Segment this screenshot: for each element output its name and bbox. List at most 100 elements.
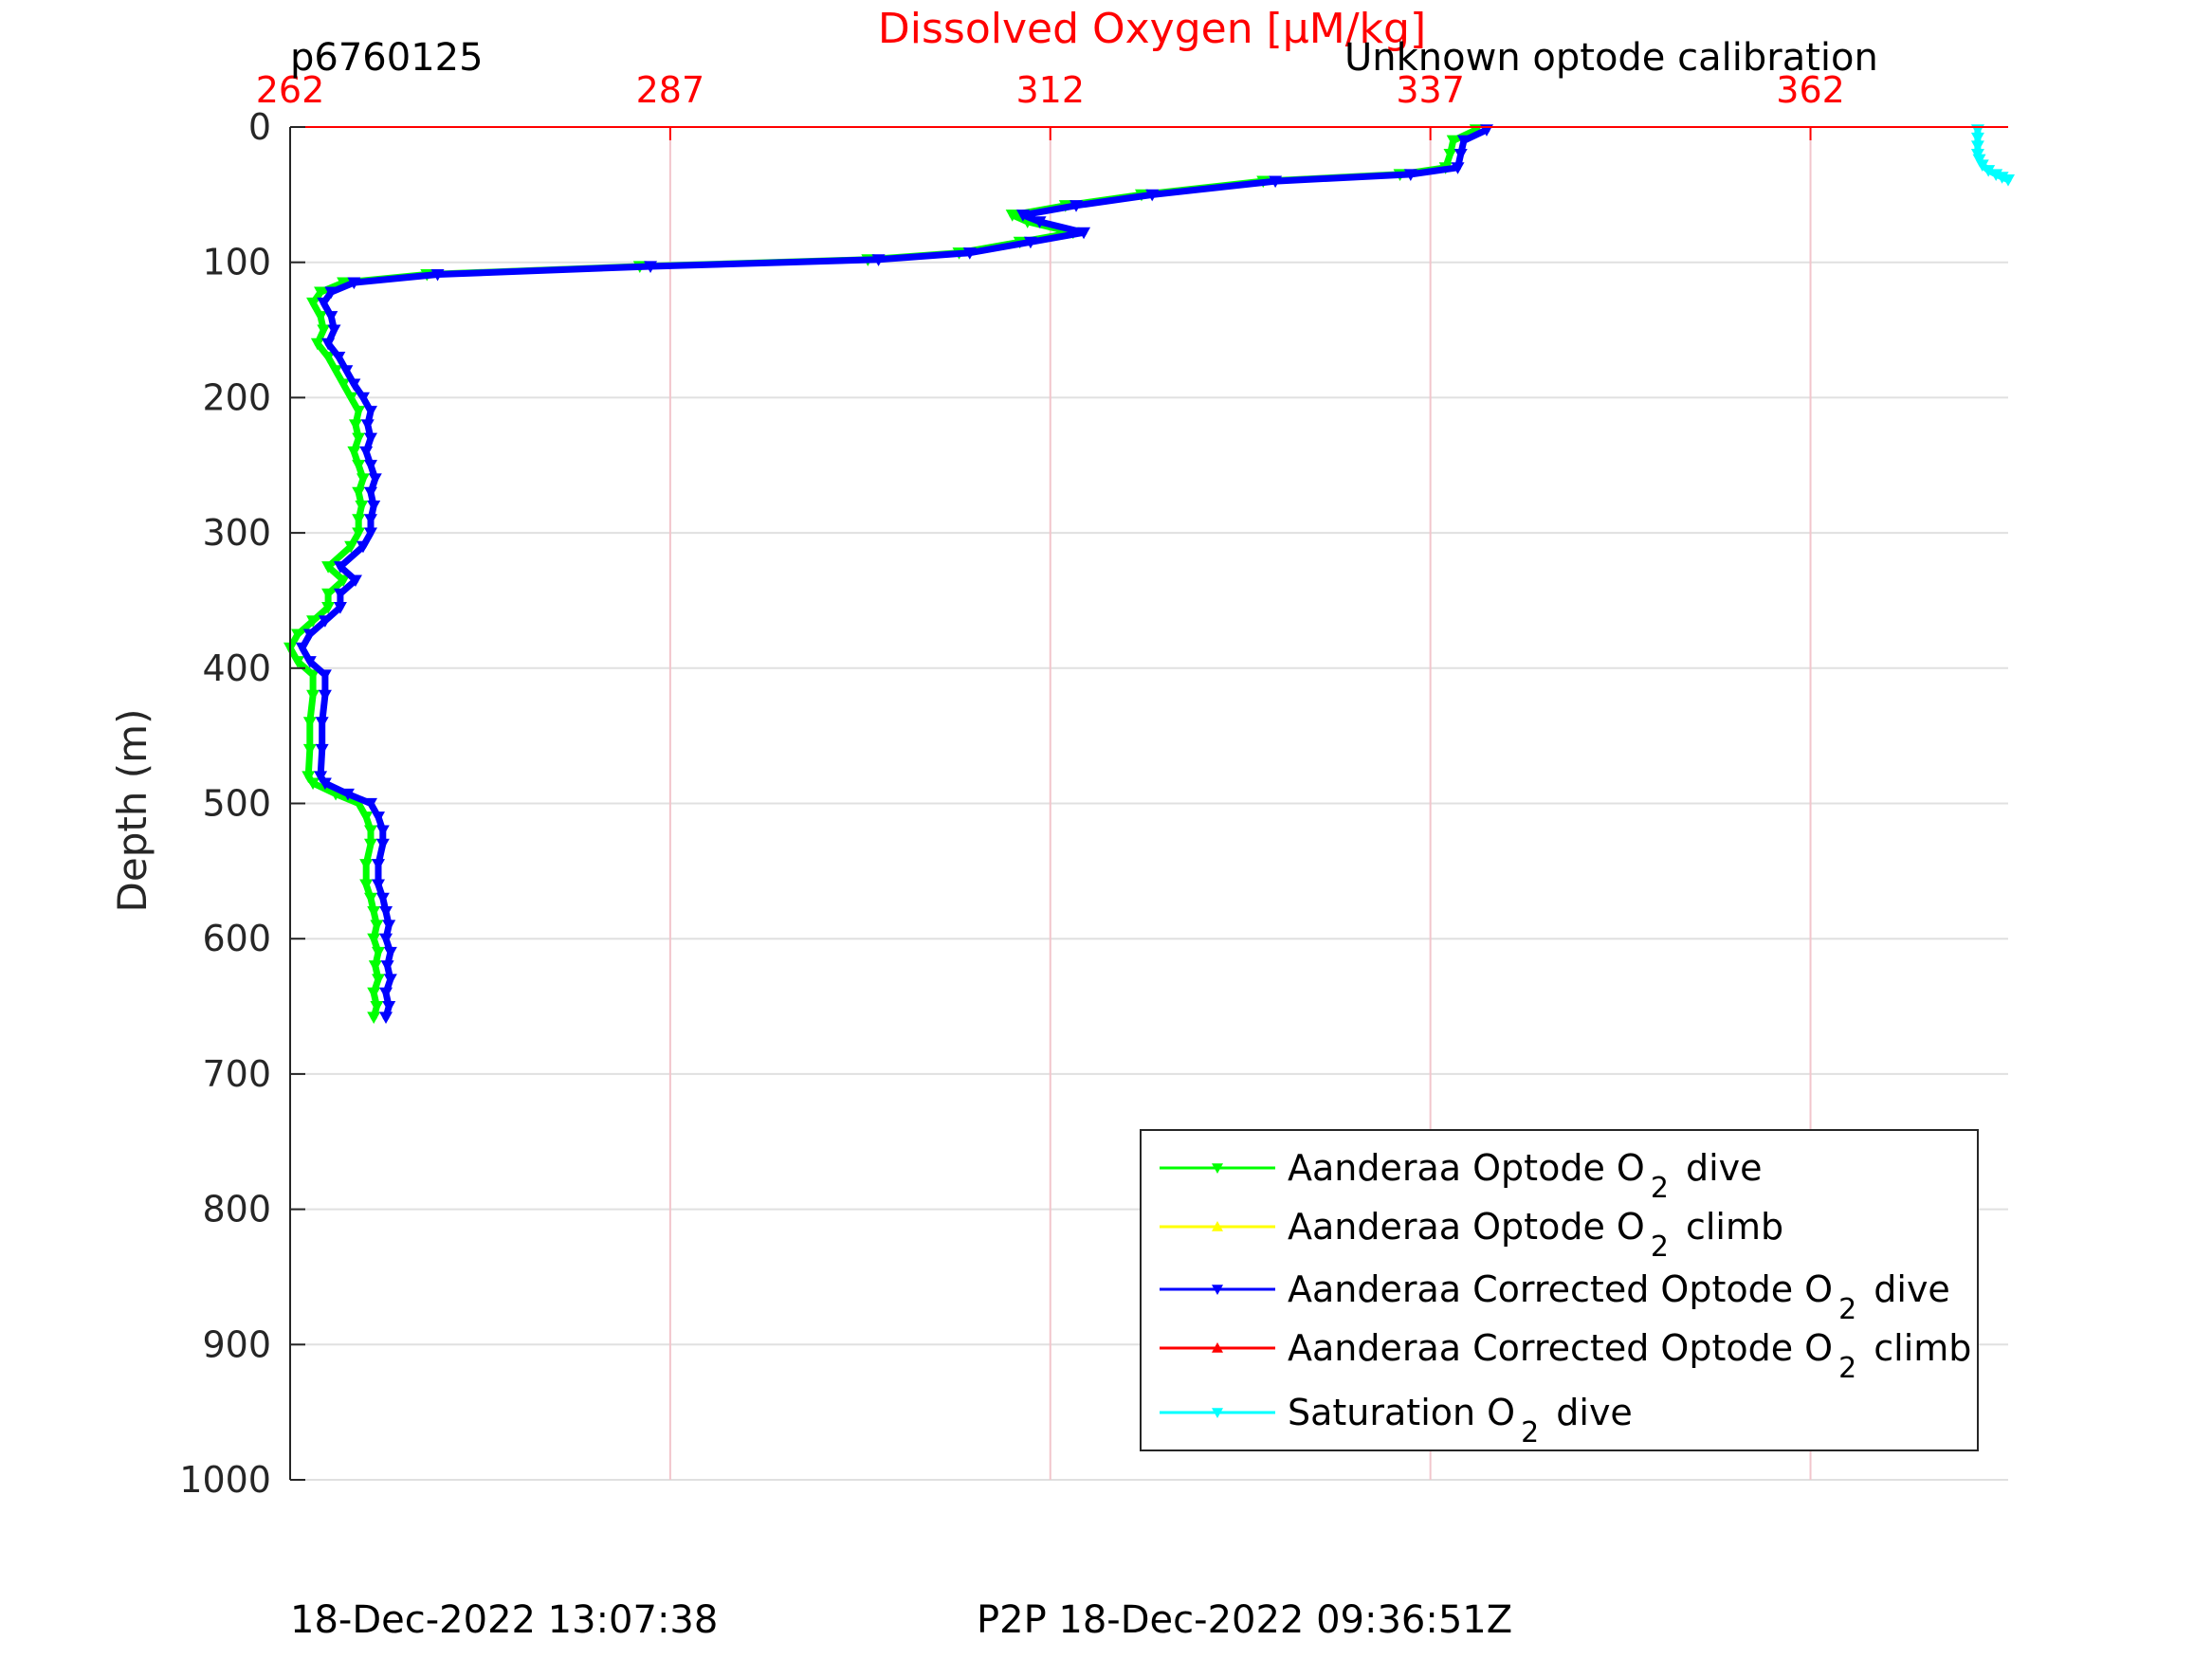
series-marker	[372, 974, 386, 987]
series-marker	[339, 365, 354, 377]
series-marker	[363, 432, 377, 446]
series-marker	[1403, 169, 1417, 181]
legend-swatch-marker	[1212, 1408, 1223, 1418]
series-marker	[306, 689, 320, 702]
y-tick-label: 400	[202, 647, 271, 689]
series-marker	[356, 540, 370, 554]
x-tick-label: 262	[256, 69, 325, 111]
series-marker	[375, 892, 390, 905]
series-marker	[321, 351, 336, 364]
series-marker	[315, 717, 329, 729]
series-marker	[1069, 200, 1084, 212]
series-marker	[383, 974, 397, 987]
series-marker	[344, 540, 358, 554]
series-marker	[291, 629, 305, 642]
series-marker	[302, 743, 317, 757]
series-marker	[372, 946, 386, 959]
series-marker	[324, 311, 338, 323]
legend-box	[1140, 1129, 1979, 1451]
series-marker	[363, 892, 377, 905]
x-tick-label: 312	[1016, 69, 1086, 111]
series-marker	[379, 906, 393, 919]
series-marker	[962, 247, 977, 260]
series-marker	[352, 527, 366, 540]
series-marker	[295, 642, 309, 655]
series-marker	[340, 788, 355, 801]
series-marker	[1015, 210, 1030, 222]
series-marker	[355, 500, 369, 513]
series-marker	[379, 987, 393, 1000]
y-tick-label: 600	[202, 918, 271, 959]
series-marker	[360, 419, 375, 431]
series-marker	[352, 514, 366, 526]
series-marker	[302, 656, 317, 668]
series-marker	[367, 987, 381, 1000]
series-marker	[314, 771, 328, 783]
series-marker	[1451, 162, 1465, 174]
series-marker	[382, 920, 396, 932]
series-marker	[329, 365, 343, 377]
series-marker	[372, 859, 386, 871]
series-marker	[1033, 216, 1047, 228]
y-tick-label: 500	[202, 783, 271, 825]
series-marker	[302, 717, 317, 729]
series-marker	[363, 486, 377, 500]
series-marker	[370, 1000, 384, 1013]
series-marker	[306, 777, 320, 791]
y-tick-label: 700	[202, 1053, 271, 1095]
y-tick-label: 100	[202, 242, 271, 283]
series-marker	[317, 324, 331, 337]
series-marker	[302, 771, 316, 783]
y-tick-label: 200	[202, 376, 271, 418]
legend-swatch-marker	[1212, 1285, 1223, 1295]
series-marker	[1023, 236, 1037, 249]
series-marker	[367, 500, 381, 513]
chart-title: Dissolved Oxygen [μM/kg]	[878, 5, 1426, 53]
y-tick-label: 900	[202, 1323, 271, 1365]
series-marker	[291, 656, 305, 668]
series-marker	[344, 392, 358, 405]
series-marker	[359, 811, 374, 824]
series-marker	[352, 460, 366, 472]
glider-id-label: p6760125	[290, 36, 484, 80]
series-marker	[356, 473, 370, 486]
series-marker	[332, 351, 346, 364]
x-tick-label: 362	[1776, 69, 1845, 111]
series-marker	[363, 838, 377, 851]
series-marker	[310, 337, 324, 351]
series-marker	[348, 419, 362, 431]
series-marker	[871, 254, 886, 266]
footer-p2p: P2P 18-Dec-2022 09:36:51Z	[977, 1598, 1512, 1642]
y-tick-label: 800	[202, 1189, 271, 1231]
series-marker	[368, 960, 382, 973]
series-marker	[327, 324, 341, 337]
series-marker	[380, 960, 394, 973]
series-marker	[337, 277, 351, 290]
series-marker	[333, 588, 347, 601]
series-marker	[367, 933, 381, 946]
series-marker	[356, 392, 370, 405]
series-marker	[314, 311, 328, 323]
series-marker	[306, 615, 320, 628]
series-marker	[363, 825, 377, 838]
series-marker	[1456, 135, 1471, 148]
x-tick-label: 287	[636, 69, 705, 111]
series-marker	[1443, 148, 1457, 161]
series-marker	[1446, 135, 1460, 148]
legend-swatch-marker	[1212, 1342, 1223, 1353]
series-marker	[1005, 210, 1019, 222]
y-tick-label: 0	[248, 106, 271, 148]
series-marker	[314, 286, 328, 300]
footer-timestamp: 18-Dec-2022 13:07:38	[290, 1598, 718, 1642]
series-marker	[347, 446, 361, 459]
series-marker	[324, 286, 338, 300]
legend-swatch-marker	[1212, 1163, 1223, 1174]
series-marker	[1145, 189, 1160, 202]
series-marker	[318, 689, 332, 702]
series-marker	[383, 946, 397, 959]
series-marker	[348, 574, 362, 588]
series-marker	[1077, 227, 1091, 240]
series-marker	[2002, 174, 2015, 187]
